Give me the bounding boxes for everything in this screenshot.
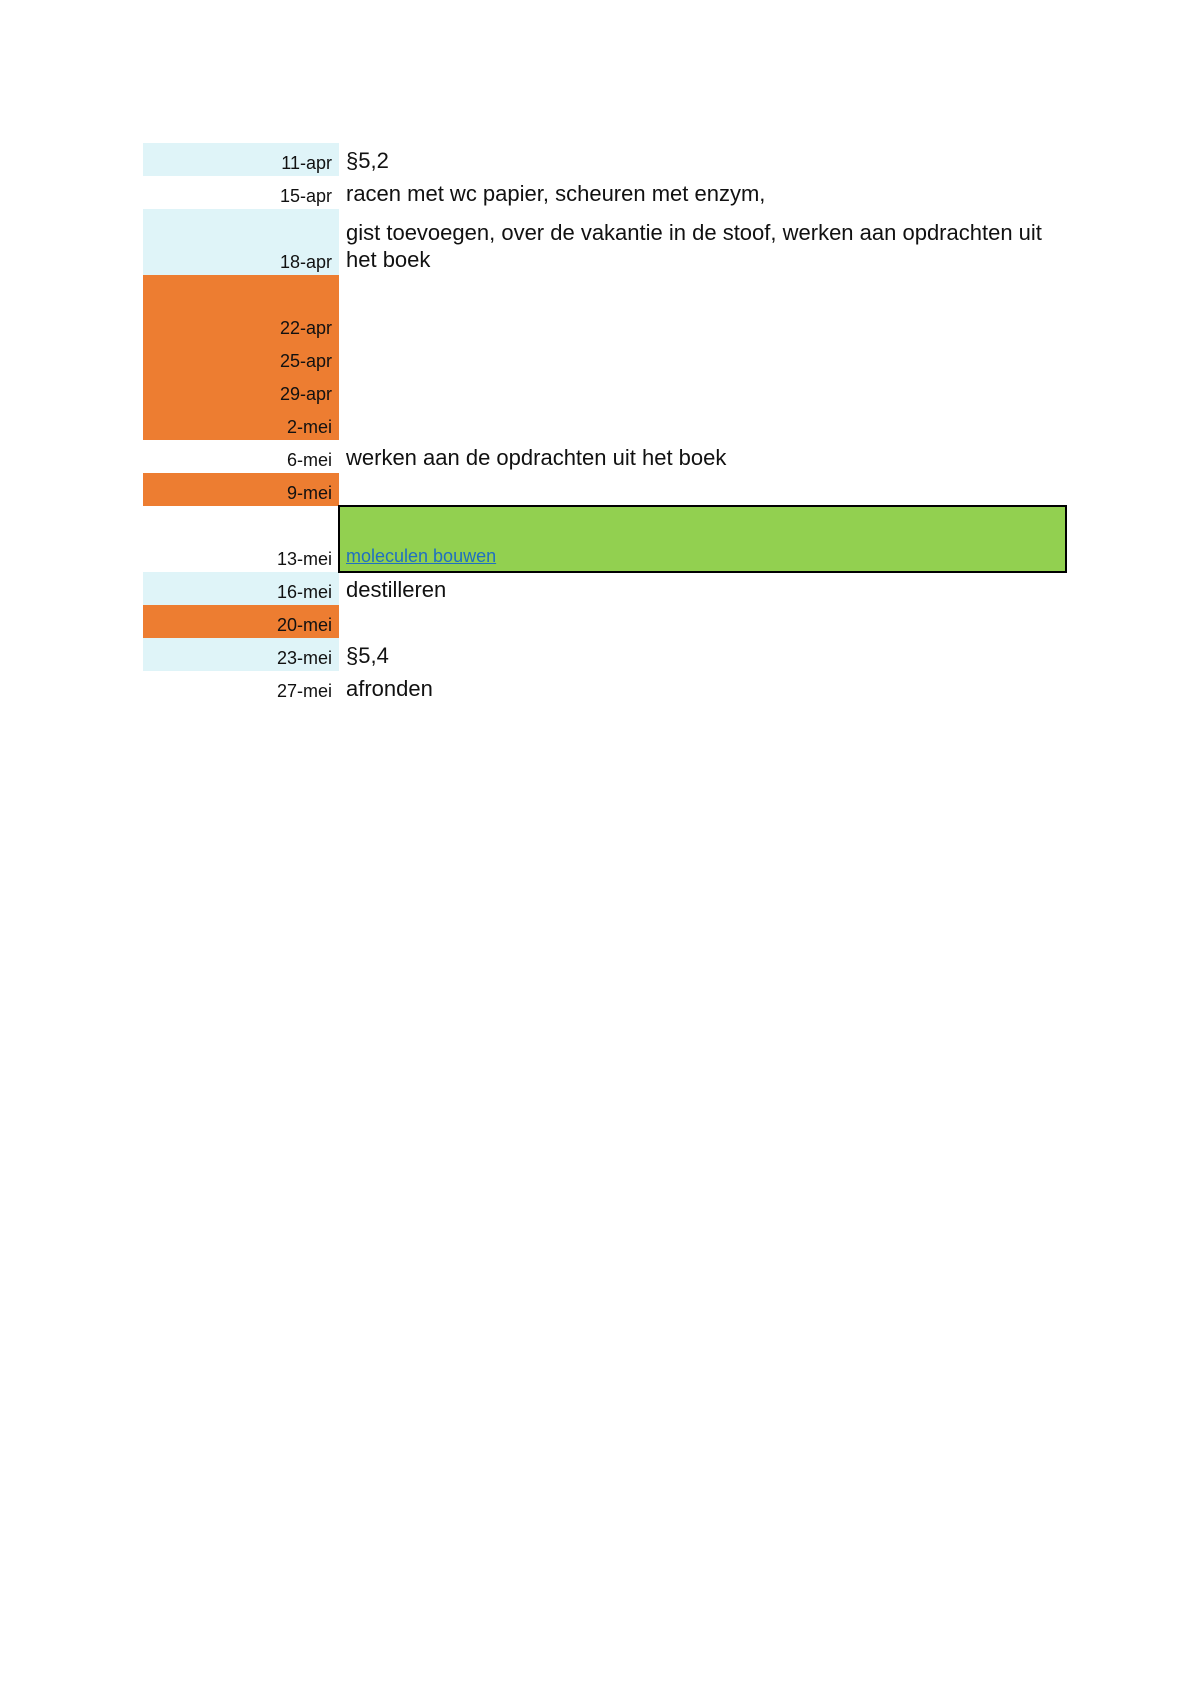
row: 11-apr §5,2 <box>143 143 1066 176</box>
row: 2-mei <box>143 407 1066 440</box>
date: 29-apr <box>143 374 339 407</box>
activity: gist toevoegen, over de vakantie in de s… <box>346 220 1042 272</box>
date: 25-apr <box>143 341 339 374</box>
activity <box>339 407 1066 440</box>
activity <box>339 605 1066 638</box>
row: 15-apr racen met wc papier, scheuren met … <box>143 176 1066 209</box>
row: 20-mei <box>143 605 1066 638</box>
row: 25-apr <box>143 341 1066 374</box>
date: 23-mei <box>143 638 339 671</box>
date: 9-mei <box>143 473 339 506</box>
activity: moleculen bouwen <box>338 505 1067 573</box>
row: 16-mei destilleren <box>143 572 1066 605</box>
activity: racen met wc papier, scheuren met enzym, <box>346 181 766 206</box>
activity: destilleren <box>346 577 447 602</box>
date: 15-apr <box>279 186 332 206</box>
activity: werken aan de opdrachten uit het boek <box>346 445 727 470</box>
row: 22-apr <box>143 275 1066 341</box>
date: 16-mei <box>143 572 339 605</box>
date: 2-mei <box>143 407 339 440</box>
row: 18-apr gist toevoegen, over de vakantie i… <box>143 209 1066 275</box>
date: 22-apr <box>143 275 339 341</box>
activity-link[interactable]: moleculen bouwen <box>346 546 497 566</box>
row: 13-mei moleculen bouwen <box>143 505 1067 573</box>
schedule-table: 11-apr §5,2 15-apr racen met wc papier, sc… <box>143 143 1067 704</box>
row: 9-mei <box>143 473 1066 506</box>
activity <box>339 341 1066 374</box>
date: 11-apr <box>143 143 339 176</box>
row: 27-mei afronden <box>143 671 1066 704</box>
activity: afronden <box>346 676 433 701</box>
activity: §5,4 <box>346 643 389 668</box>
activity <box>339 473 1066 506</box>
row: 6-mei werken aan de opdrachten uit het bo… <box>143 440 1066 473</box>
row: 29-apr <box>143 374 1066 407</box>
row: 23-mei §5,4 <box>143 638 1066 671</box>
date: 20-mei <box>143 605 339 638</box>
activity <box>339 374 1066 407</box>
date: 18-apr <box>143 209 339 275</box>
activity <box>339 275 1066 341</box>
activity: §5,2 <box>346 148 389 173</box>
date: 13-mei <box>276 549 332 569</box>
date: 6-mei <box>286 450 332 470</box>
date: 27-mei <box>276 681 332 701</box>
